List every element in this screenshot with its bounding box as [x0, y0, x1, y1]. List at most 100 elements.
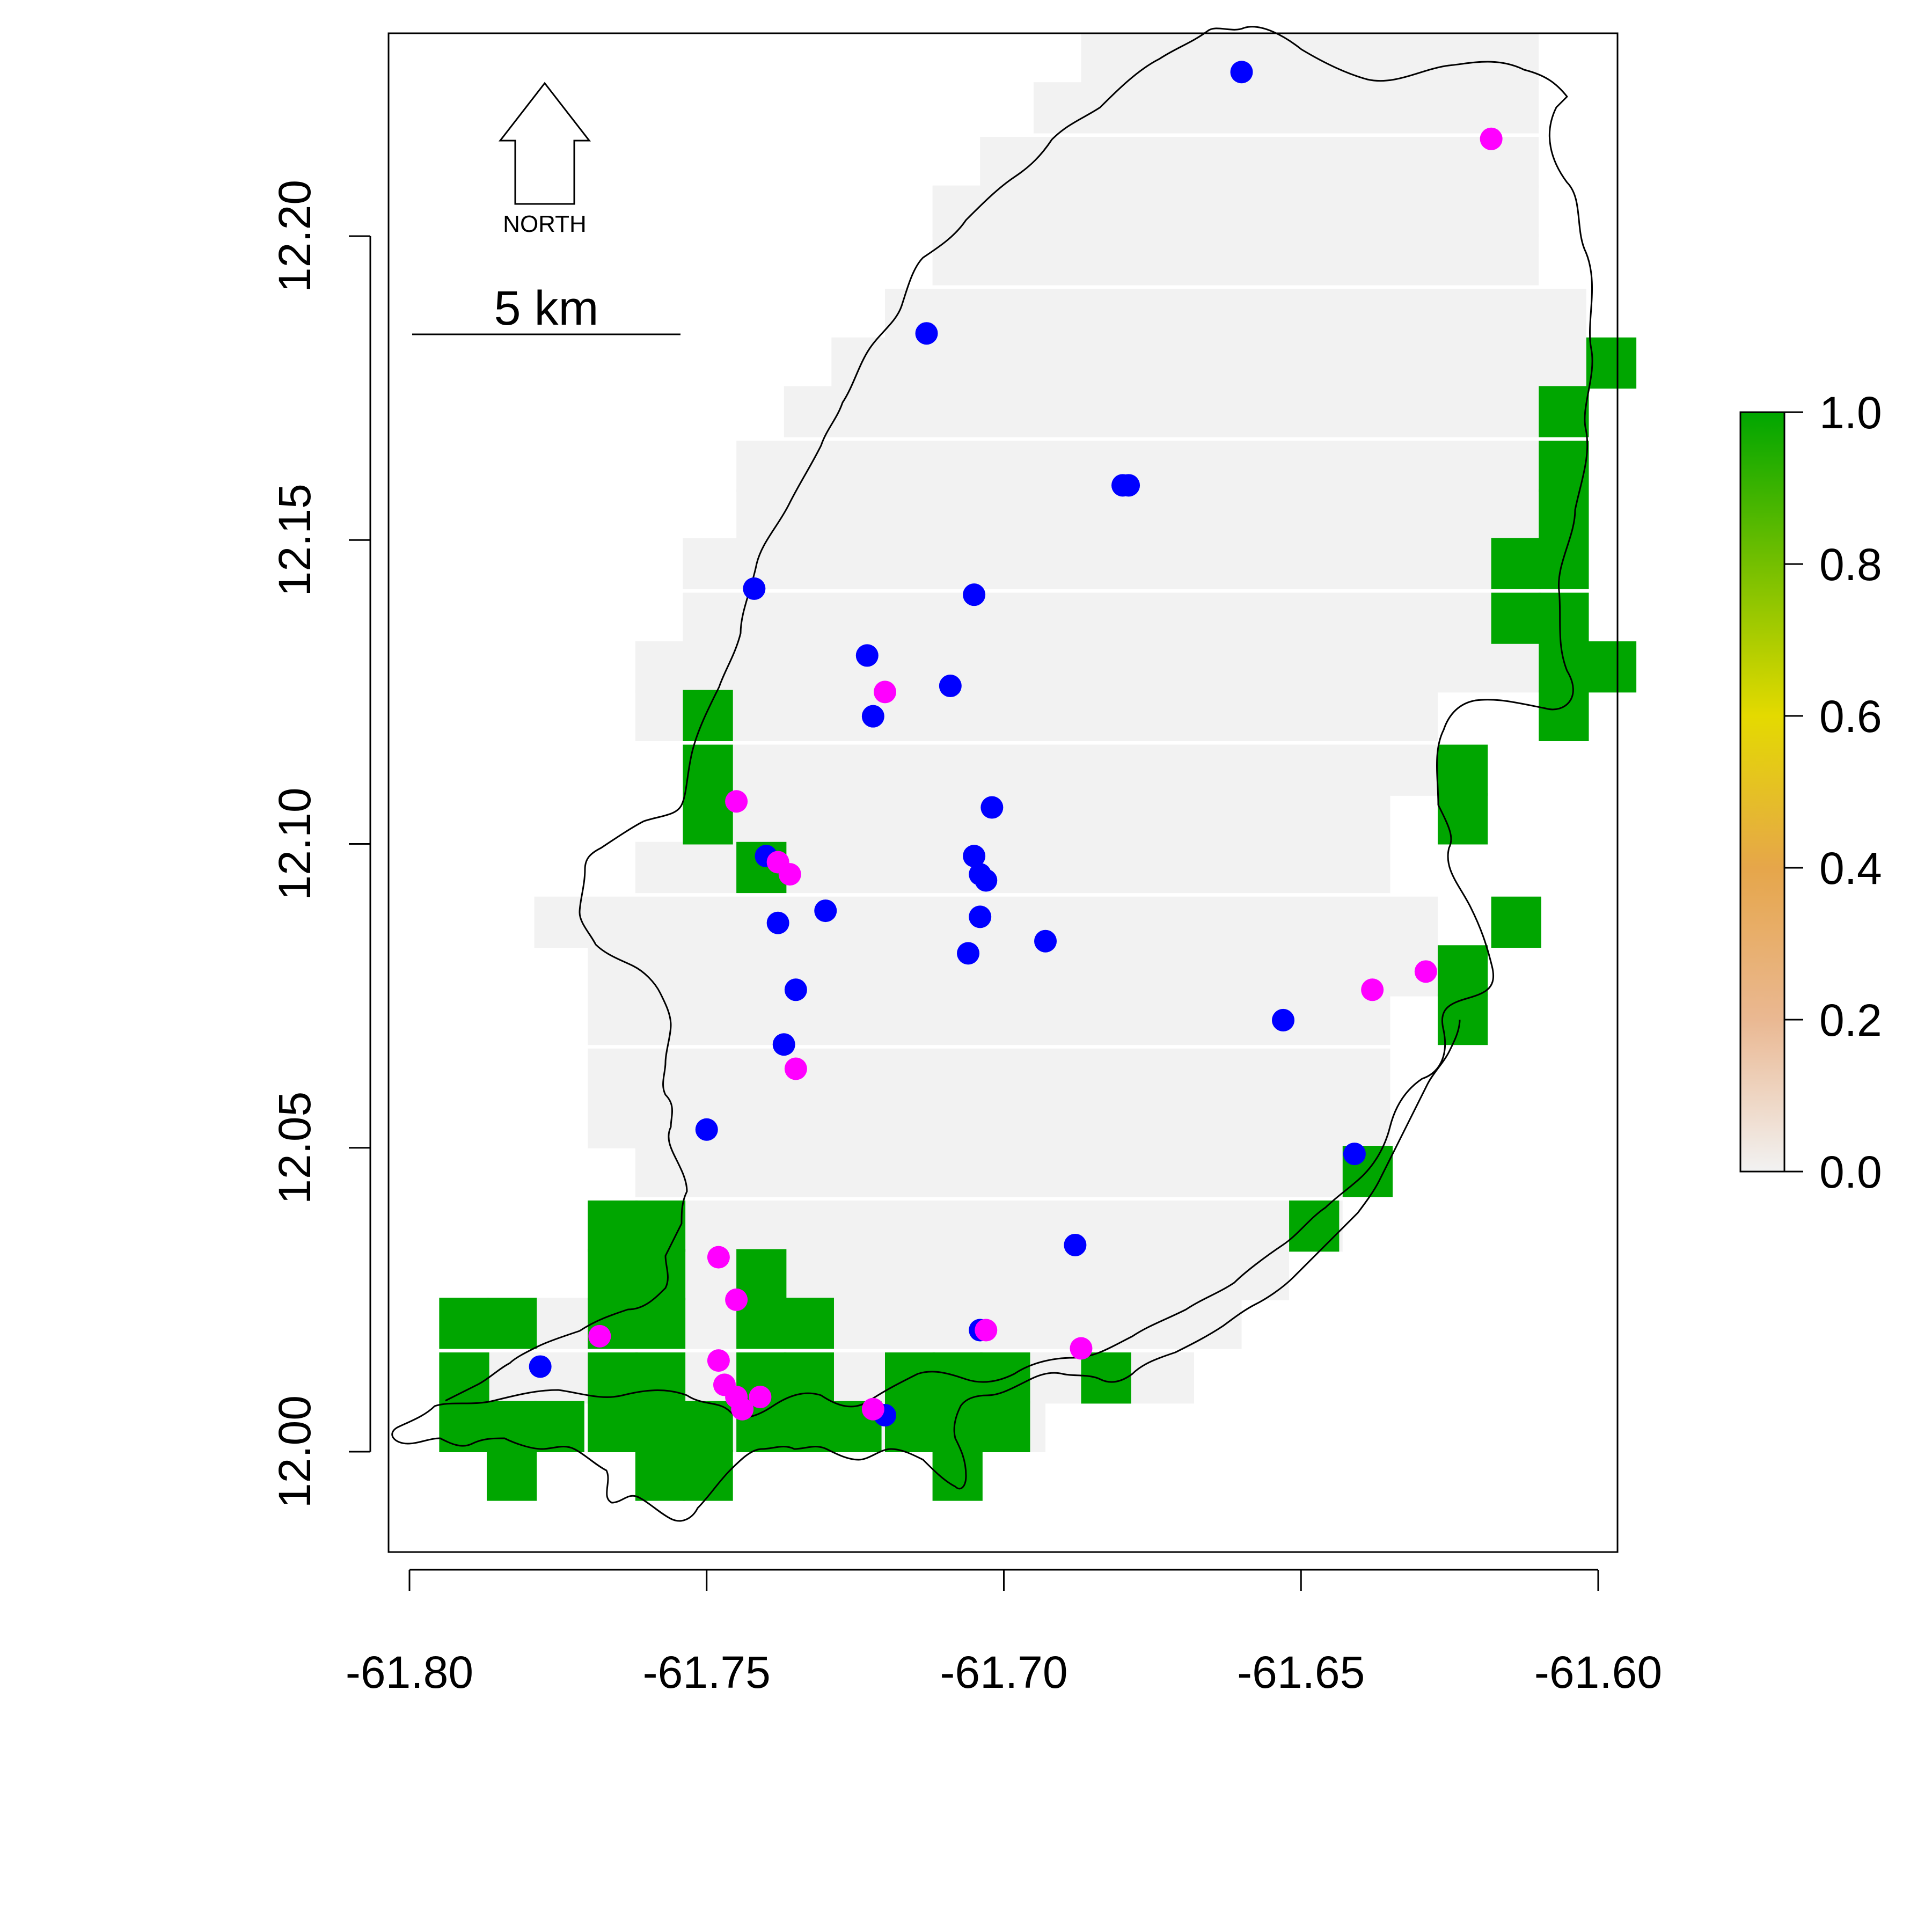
- raster-cell-high: [1437, 744, 1488, 796]
- blue-point: [975, 869, 998, 892]
- blue-point: [957, 942, 980, 965]
- blue-point: [915, 322, 938, 345]
- island-outline: [391, 26, 1593, 1522]
- raster-cell-high: [635, 1352, 686, 1404]
- blue-point: [939, 675, 962, 698]
- raster-cell-low: [683, 744, 1438, 796]
- magenta-point: [731, 1397, 754, 1421]
- raster-cell-high: [439, 1401, 489, 1452]
- x-tick-label: -61.60: [1534, 1647, 1662, 1697]
- magenta-point: [725, 790, 748, 813]
- raster-cell-high: [588, 1249, 638, 1300]
- legend-gradient-bar: [1739, 411, 1785, 1173]
- blue-point: [861, 705, 884, 728]
- blue-point: [963, 583, 986, 606]
- raster-cell-high: [683, 690, 733, 741]
- y-tick-label: 12.10: [269, 787, 320, 900]
- magenta-point: [707, 1349, 730, 1372]
- magenta-point: [588, 1324, 611, 1348]
- magenta-point: [1480, 127, 1503, 150]
- blue-point: [743, 577, 766, 600]
- raster-cell-high: [932, 1450, 983, 1501]
- magenta-point: [784, 1057, 807, 1080]
- legend-tick-label: 0.4: [1819, 843, 1882, 894]
- blue-point: [695, 1118, 718, 1141]
- raster-cell-high: [588, 1401, 638, 1452]
- raster-cell-high: [486, 1450, 537, 1501]
- raster-cell-low: [635, 690, 1438, 741]
- raster-cell-low: [588, 945, 1438, 997]
- y-axis: 12.00 12.05 12.10 12.15 12.20: [269, 180, 371, 1508]
- magenta-point: [707, 1246, 730, 1269]
- blue-point: [772, 1033, 795, 1056]
- raster-cell-high: [635, 1450, 686, 1501]
- blue-point: [1064, 1233, 1087, 1256]
- raster-cell-low: [1081, 33, 1539, 85]
- raster-cell-high: [932, 1352, 983, 1404]
- raster-cell-high: [635, 1249, 686, 1300]
- y-tick-label: 12.00: [269, 1395, 320, 1508]
- raster-cell-high: [1539, 386, 1589, 437]
- raster-cell-low: [683, 793, 1391, 845]
- x-tick-label: -61.80: [346, 1647, 473, 1697]
- magenta-point: [778, 863, 801, 886]
- raster-cell-high: [1586, 337, 1637, 389]
- legend-tick-label: 0.8: [1819, 539, 1882, 590]
- raster-grid: [439, 33, 1637, 1501]
- blue-point: [1034, 930, 1057, 953]
- blue-point: [1117, 474, 1140, 497]
- north-arrow-icon: [498, 82, 591, 205]
- raster-cell-high: [486, 1298, 537, 1349]
- blue-point: [963, 845, 986, 868]
- raster-cell-low: [683, 592, 1491, 644]
- raster-cell-high: [439, 1298, 489, 1349]
- blue-point: [784, 978, 807, 1001]
- raster-cell-high: [1539, 489, 1589, 541]
- blue-point: [969, 905, 992, 928]
- raster-cell-high: [683, 1401, 733, 1452]
- raster-cell-low: [683, 538, 1491, 589]
- raster-cell-high: [1539, 441, 1589, 492]
- legend-tick-label: 0.2: [1819, 995, 1882, 1045]
- raster-cell-high: [1539, 592, 1589, 644]
- raster-cell-low: [635, 641, 1539, 693]
- magenta-points: [588, 127, 1503, 1421]
- raster-cell-high: [635, 1200, 686, 1252]
- raster-cell-low: [588, 1097, 1391, 1148]
- raster-cell-low: [980, 137, 1539, 188]
- magenta-point: [874, 680, 896, 704]
- legend-tick-label: 1.0: [1819, 387, 1882, 438]
- raster-cell-low: [932, 234, 1539, 286]
- y-tick-label: 12.05: [269, 1092, 320, 1204]
- raster-cell-high: [534, 1401, 584, 1452]
- raster-cell-high: [635, 1401, 686, 1452]
- north-label: NORTH: [503, 211, 587, 237]
- raster-cell-high: [486, 1401, 537, 1452]
- raster-cell-high: [736, 1249, 787, 1300]
- x-axis: -61.80 -61.75 -61.70 -61.65 -61.60: [346, 1569, 1662, 1697]
- magenta-point: [975, 1319, 998, 1342]
- raster-cell-high: [1586, 641, 1637, 693]
- raster-cell-high: [1437, 993, 1488, 1045]
- raster-cell-high: [1081, 1352, 1131, 1404]
- raster-cell-high: [1539, 641, 1589, 693]
- raster-cell-high: [1539, 690, 1589, 741]
- raster-cell-high: [1437, 945, 1488, 997]
- raster-cell-high: [588, 1200, 638, 1252]
- legend-tick-label: 0.6: [1819, 691, 1882, 742]
- raster-cell-low: [588, 1048, 1391, 1100]
- raster-cell-high: [1289, 1200, 1340, 1252]
- raster-cell-high: [784, 1298, 834, 1349]
- raster-cell-low: [635, 1146, 1391, 1197]
- blue-point: [1272, 1008, 1295, 1031]
- magenta-point: [1361, 978, 1384, 1001]
- legend-tick-label: 0.0: [1819, 1147, 1882, 1197]
- raster-cell-high: [439, 1352, 489, 1404]
- y-tick-label: 12.15: [269, 484, 320, 596]
- blue-point: [814, 899, 837, 923]
- scale-bar: 5 km: [412, 282, 680, 335]
- raster-cell-low: [588, 1200, 1343, 1252]
- raster-cell-low: [736, 489, 1539, 541]
- x-tick-label: -61.70: [940, 1647, 1067, 1697]
